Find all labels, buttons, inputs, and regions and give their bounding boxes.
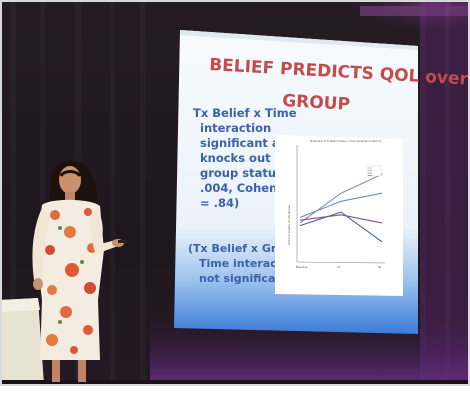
chart-x-tick-label: 24: [378, 265, 382, 269]
lectern: [0, 298, 44, 385]
slide-body-line: significant and: [200, 136, 296, 150]
slide-chart: Moderation of Tx Belief x Group x Time I…: [275, 135, 403, 296]
chart-ylabel: FACT-G Quality of Life Scores: [287, 204, 291, 245]
bottom-margin: [0, 386, 470, 418]
slide-body-line: knocks out: [200, 151, 271, 165]
slide-body-line: = .84): [200, 196, 239, 210]
chart-title: Moderation of Tx Belief x Group x Time I…: [310, 139, 381, 143]
speaker: [32, 160, 128, 382]
chart-x-tick-label: Baseline: [296, 265, 308, 269]
right-curtain-glow: [420, 0, 470, 385]
chart-series-line: [299, 211, 383, 243]
slide-body-line: Tx Belief x Time: [193, 106, 297, 120]
chart-series-line: [299, 214, 383, 224]
chart-series-line: [299, 192, 383, 219]
slide-body-line: interaction: [200, 121, 271, 135]
slide-title-line2: GROUP: [282, 91, 351, 115]
chart-legend: [366, 165, 382, 177]
image-frame: [0, 0, 470, 386]
chart-series-line: [299, 173, 383, 224]
chart-x-axis: [296, 261, 386, 264]
chart-x-tick-label: 12: [337, 265, 341, 269]
slide-note-line: not significant): [199, 272, 293, 285]
dress-flowers: [45, 208, 97, 354]
